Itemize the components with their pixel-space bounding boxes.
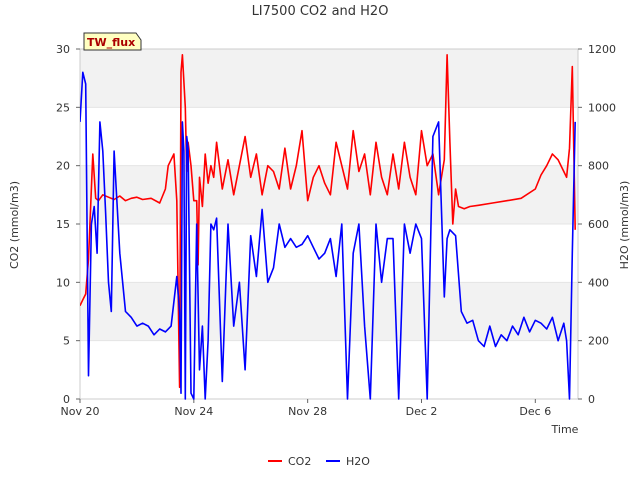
x-tick-label: Dec 2: [406, 405, 438, 418]
plot-band: [80, 282, 578, 341]
y-axis-left: 0 5 10 15 20 25 30: [56, 43, 80, 406]
series-line-co2: [80, 53, 576, 389]
legend-label-h2o: H2O: [346, 455, 370, 468]
y-left-tick-label: 20: [56, 160, 70, 173]
y-right-tick-label: 800: [588, 160, 609, 173]
x-tick-label: Dec 6: [519, 405, 551, 418]
y-left-tick-label: 0: [63, 393, 70, 406]
y-left-tick-label: 15: [56, 218, 70, 231]
y-left-tick-label: 30: [56, 43, 70, 56]
y-left-tick-label: 5: [63, 335, 70, 348]
x-tick-label: Nov 24: [174, 405, 213, 418]
legend: CO2 H2O: [268, 455, 370, 468]
x-tick-label: Nov 28: [288, 405, 327, 418]
x-axis: Nov 20 Nov 24 Nov 28 Dec 2 Dec 6: [61, 399, 551, 418]
plot-band: [80, 49, 578, 108]
annotation-box: TW_flux: [83, 32, 142, 51]
y-right-tick-label: 0: [588, 393, 595, 406]
y-axis-left-label: CO2 (mmol/m3): [8, 181, 21, 269]
y-axis-right-label: H2O (mmol/m3): [618, 181, 631, 270]
y-left-tick-label: 10: [56, 276, 70, 289]
legend-label-co2: CO2: [288, 455, 311, 468]
y-right-tick-label: 1000: [588, 101, 616, 114]
y-axis-right: 0 200 400 600 800 1000 1200: [578, 43, 616, 406]
y-right-tick-label: 1200: [588, 43, 616, 56]
x-axis-label: Time: [551, 423, 579, 436]
annotation-box-shape: [83, 32, 142, 51]
series-line-h2o: [80, 71, 576, 400]
y-right-tick-label: 600: [588, 218, 609, 231]
annotation-label: TW_flux: [87, 36, 135, 49]
series-layer: [80, 53, 576, 400]
y-right-tick-label: 200: [588, 335, 609, 348]
plot-band: [80, 165, 578, 224]
y-right-tick-label: 400: [588, 276, 609, 289]
y-left-tick-label: 25: [56, 101, 70, 114]
x-tick-label: Nov 20: [61, 405, 100, 418]
chart-title: LI7500 CO2 and H2O: [252, 4, 389, 19]
